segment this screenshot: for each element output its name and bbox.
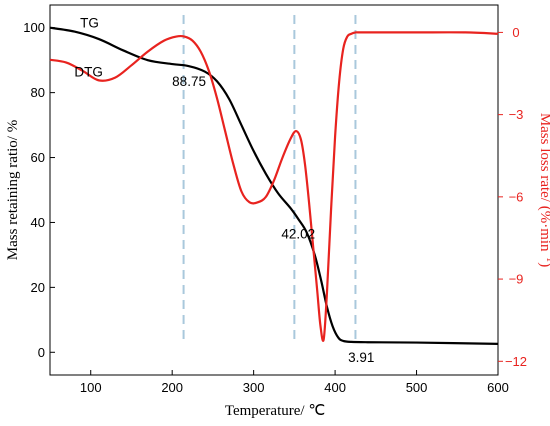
x-tick-label: 300 (243, 380, 265, 395)
y-right-tick-label: 0 (512, 25, 519, 40)
y-right-axis-label: Mass loss rate/ (%·min−1) (537, 113, 550, 267)
y-right-tick-label: −6 (509, 189, 524, 204)
series-dtg-line (49, 31, 499, 342)
x-tick-label: 500 (406, 380, 428, 395)
series-label-tg: TG (80, 16, 99, 31)
y-right-label-main: Mass loss rate/ (%·min (537, 113, 550, 252)
y-left-tick-label: 0 (38, 345, 45, 360)
y-right-tick-label: −9 (509, 272, 524, 287)
x-tick-label: 400 (324, 380, 346, 395)
y-left-tick-label: 80 (31, 85, 45, 100)
series-label-dtg: DTG (74, 64, 103, 79)
value-annotation: 88.75 (172, 74, 206, 89)
y-right-tick-label: −3 (509, 107, 524, 122)
y-left-tick-label: 60 (31, 150, 45, 165)
y-left-tick-label: 40 (31, 215, 45, 230)
y-left-tick-label: 20 (31, 280, 45, 295)
x-tick-label: 600 (487, 380, 509, 395)
series-tg-line (49, 26, 499, 345)
plot-frame (49, 4, 499, 376)
y-right-tick-label: −12 (505, 354, 527, 369)
x-tick-label: 100 (80, 380, 102, 395)
y-left-tick-label: 100 (23, 20, 45, 35)
x-tick-label: 200 (161, 380, 183, 395)
y-left-axis-label: Mass retaining ratio/ % (5, 120, 21, 260)
y-right-label-sup: −1 (544, 252, 550, 263)
x-axis-label: Temperature/ ℃ (225, 403, 325, 419)
y-right-label-end: ) (537, 262, 550, 267)
value-annotation: 42.02 (281, 227, 315, 242)
value-annotation: 3.91 (348, 350, 374, 365)
